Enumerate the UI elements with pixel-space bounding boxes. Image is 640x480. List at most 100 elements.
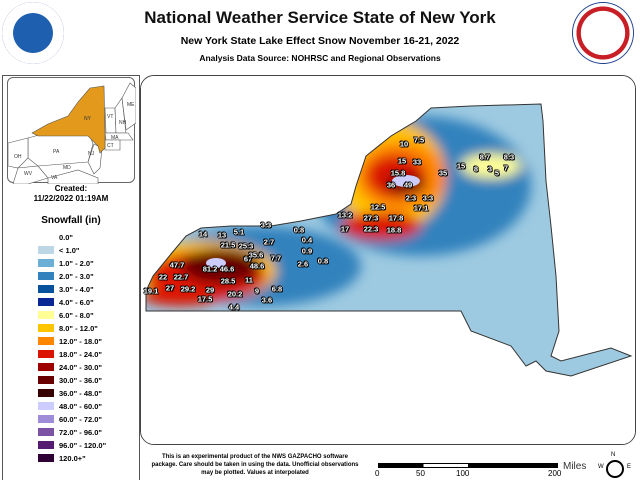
snowfall-observation: 3.6 bbox=[261, 295, 273, 305]
legend-title: Snowfall (in) bbox=[41, 215, 101, 226]
svg-text:MD: MD bbox=[63, 165, 71, 171]
snowfall-observation: 7 bbox=[503, 163, 509, 173]
snowfall-observation: 5.1 bbox=[233, 227, 245, 237]
snowfall-observation: 15.8 bbox=[390, 168, 406, 178]
legend-label: 6.0" - 8.0" bbox=[59, 310, 94, 320]
snowfall-observation: 17.8 bbox=[388, 213, 404, 223]
legend-item: 96.0" - 120.0" bbox=[38, 440, 106, 450]
snowfall-observation: 0.8 bbox=[293, 225, 305, 235]
svg-text:OH: OH bbox=[14, 154, 22, 160]
legend-item: 1.0" - 2.0" bbox=[38, 258, 94, 268]
svg-text:NH: NH bbox=[119, 120, 127, 126]
snowfall-observation: 29.2 bbox=[180, 284, 196, 294]
compass-rose-icon: N W E bbox=[598, 452, 632, 480]
snowfall-observation: 35.6 bbox=[248, 250, 264, 260]
snowfall-observation: 17 bbox=[340, 224, 350, 234]
legend-item: 120.0+" bbox=[38, 453, 86, 463]
legend-label: < 1.0" bbox=[59, 245, 80, 255]
snowfall-observation: 4.4 bbox=[228, 302, 240, 312]
snowfall-observation: 14 bbox=[198, 229, 208, 239]
data-source: Analysis Data Source: NOHRSC and Regiona… bbox=[199, 53, 441, 63]
legend-label: 36.0" - 48.0" bbox=[59, 388, 102, 398]
snowfall-observation: 8.3 bbox=[503, 152, 515, 162]
snowfall-observation: 13.2 bbox=[337, 210, 353, 220]
legend-label: 4.0" - 6.0" bbox=[59, 297, 94, 307]
snowfall-observation: 22.3 bbox=[363, 224, 379, 234]
legend-item: 36.0" - 48.0" bbox=[38, 388, 102, 398]
legend-label: 96.0" - 120.0" bbox=[59, 440, 107, 450]
snowfall-observation: 81.2 bbox=[202, 264, 218, 274]
legend-swatch bbox=[38, 363, 54, 371]
snowfall-observation: 7.7 bbox=[270, 253, 282, 263]
legend-swatch bbox=[38, 259, 54, 267]
svg-text:PA: PA bbox=[53, 149, 60, 155]
snowfall-observation: 35 bbox=[438, 168, 448, 178]
legend-item: 12.0" - 18.0" bbox=[38, 336, 102, 346]
legend-swatch bbox=[38, 324, 54, 332]
snowfall-observation: 28.5 bbox=[220, 276, 236, 286]
legend-item: 4.0" - 6.0" bbox=[38, 297, 94, 307]
legend-swatch bbox=[38, 233, 54, 241]
snowfall-observation: 2.3 bbox=[405, 193, 417, 203]
snowfall-observation: 17.1 bbox=[413, 203, 429, 213]
snowfall-observation: 11 bbox=[245, 275, 253, 285]
map-subtitle: New York State Lake Effect Snow November… bbox=[180, 35, 460, 47]
legend-item: 30.0" - 36.0" bbox=[38, 375, 102, 385]
legend-item: 60.0" - 72.0" bbox=[38, 414, 102, 424]
snowfall-observation: 29 bbox=[205, 285, 215, 295]
inset-ny-state bbox=[31, 85, 106, 154]
snowfall-observation: 6.8 bbox=[271, 284, 283, 294]
svg-text:ME: ME bbox=[127, 102, 135, 108]
legend-item: 18.0" - 24.0" bbox=[38, 349, 102, 359]
created-timestamp: Created: 11/22/2022 01:19AM bbox=[33, 184, 109, 203]
scale-tick: 50 bbox=[416, 469, 425, 478]
legend-item: 24.0" - 30.0" bbox=[38, 362, 102, 372]
snowfall-observation: 20.2 bbox=[227, 289, 243, 299]
svg-text:VT: VT bbox=[107, 114, 113, 120]
snowfall-observation: 3 bbox=[487, 164, 493, 174]
scale-bar bbox=[378, 463, 558, 468]
snowfall-observation: 10 bbox=[399, 139, 409, 149]
legend-label: 60.0" - 72.0" bbox=[59, 414, 102, 424]
snowfall-observation: 8.7 bbox=[479, 152, 491, 162]
snowfall-observation: 7.5 bbox=[413, 135, 425, 145]
snowfall-observation: 49 bbox=[403, 180, 413, 190]
nws-logo bbox=[572, 2, 634, 64]
svg-text:CT: CT bbox=[107, 143, 114, 149]
legend-swatch bbox=[38, 285, 54, 293]
legend-label: 18.0" - 24.0" bbox=[59, 349, 102, 359]
legend-item: 2.0" - 3.0" bbox=[38, 271, 94, 281]
scale-tick: 200 bbox=[548, 469, 562, 478]
inset-label: NY bbox=[84, 116, 92, 122]
map-title: National Weather Service State of New Yo… bbox=[144, 8, 496, 27]
legend-swatch bbox=[38, 415, 54, 423]
disclaimer: This is an experimental product of the N… bbox=[151, 454, 359, 476]
snowfall-observation: 27 bbox=[165, 283, 175, 293]
snowfall-observation: 25.3 bbox=[238, 241, 254, 251]
snowfall-observation: 13 bbox=[217, 230, 227, 240]
snowfall-map[interactable]: 14 13 5.1 3.3 0.8 21.5 25.3 2.7 0.4 0.9 67 35.6 7.7 4… bbox=[140, 75, 636, 445]
snowfall-observation: 47.7 bbox=[169, 260, 185, 270]
legend-label: 48.0" - 60.0" bbox=[59, 401, 102, 411]
legend-swatch bbox=[38, 376, 54, 384]
noaa-logo bbox=[2, 2, 64, 64]
snowfall-observation: 36 bbox=[386, 180, 396, 190]
snowfall-observation: 48.6 bbox=[249, 261, 265, 271]
legend-swatch bbox=[38, 441, 54, 449]
snowfall-observation: 3.3 bbox=[422, 193, 434, 203]
snowfall-observation: 0.9 bbox=[301, 246, 313, 256]
snowfall-observation: 33 bbox=[412, 157, 422, 167]
svg-text:MA: MA bbox=[111, 135, 119, 141]
snowfall-observation: 15 bbox=[397, 156, 407, 166]
scale-tick: 0 bbox=[375, 469, 380, 478]
snowfall-observation: 18.8 bbox=[386, 225, 402, 235]
legend-label: 12.0" - 18.0" bbox=[59, 336, 102, 346]
legend-swatch bbox=[38, 272, 54, 280]
snowfall-observation: 46.6 bbox=[219, 264, 235, 274]
snowfall-observation: 5 bbox=[494, 168, 500, 178]
scale-unit: Miles bbox=[563, 461, 587, 472]
legend-item: < 1.0" bbox=[38, 245, 79, 255]
legend-swatch bbox=[38, 350, 54, 358]
snowfall-observation: 15 bbox=[456, 161, 466, 171]
legend-item: 3.0" - 4.0" bbox=[38, 284, 94, 294]
